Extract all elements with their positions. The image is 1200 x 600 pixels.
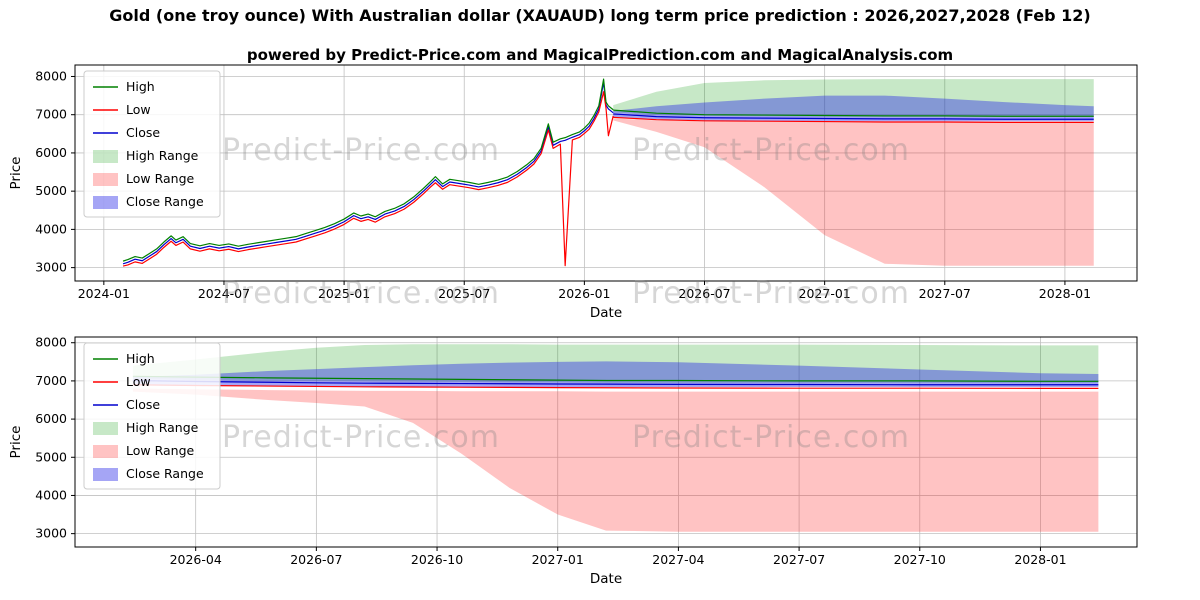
legend-label: Close Range [126,466,204,481]
figure-subtitle: powered by Predict-Price.com and Magical… [246,46,954,64]
legend-swatch-close_range [93,196,118,209]
forecast-high-line [613,109,1094,117]
top-chart: 2024-01 2024-07 2025-01 2025-07 2026-01 2026-… [8,64,1138,321]
legend-swatch-low_range [93,445,118,458]
y-tick-label: 3000 [35,526,67,541]
figure-title: Gold (one troy ounce) With Australian do… [109,6,1091,25]
close-line [122,81,614,265]
x-tick-label: 2027-10 [894,552,946,567]
legend-label: High Range [126,420,199,435]
y-axis-label: Price [8,426,24,459]
x-tick-label: 2027-07 [773,552,825,567]
legend-label: Close Range [126,194,204,209]
low_range-band [132,388,1099,532]
forecast-close-line [613,113,1094,120]
plot-frame [74,336,1138,548]
x-tick-label: 2026-07 [290,552,342,567]
y-tick-label: 5000 [35,183,67,198]
legend-label: Low Range [126,171,195,186]
legend-label: High [126,351,155,366]
forecast-low-line [132,384,1099,389]
y-tick-label: 3000 [35,260,67,275]
high-line [122,78,614,262]
y-tick-label: 4000 [35,487,67,502]
y-tick-label: 6000 [35,145,67,160]
x-tick-label: 2026-10 [411,552,463,567]
legend-label: Low [126,102,151,117]
high_range-band [613,79,1094,117]
y-tick-label: 6000 [35,411,67,426]
legend-label: Close [126,397,160,412]
bottom-chart: 2026-04 2026-07 2026-10 2027-01 2027-04 2027-… [8,335,1138,587]
legend-swatch-high_range [93,422,118,435]
y-tick-label: 8000 [35,68,67,83]
y-axis-label: Price [8,157,24,190]
x-tick-label: 2028-01 [1014,552,1066,567]
x-tick-label: 2026-04 [170,552,222,567]
x-tick-label: 2026-01 [558,286,610,301]
x-tick-label: 2027-04 [652,552,704,567]
plot-frame [74,64,1138,282]
legend-label: High [126,79,155,94]
x-axis-label: Date [590,571,622,587]
legend-swatch-low_range [93,173,118,186]
y-tick-label: 8000 [35,335,67,350]
legend-swatch-close_range [93,468,118,481]
y-tick-label: 5000 [35,449,67,464]
x-axis-label: Date [590,305,622,321]
x-tick-label: 2026-07 [678,286,730,301]
x-tick-label: 2024-01 [78,286,130,301]
forecast-high-line [132,375,1099,382]
legend-swatch-high_range [93,150,118,163]
low_range-band [613,118,1094,266]
forecast-low-line [613,116,1094,123]
x-tick-label: 2025-01 [318,286,370,301]
forecast-close-line [132,379,1099,386]
x-tick-label: 2027-07 [919,286,971,301]
legend-label: Low Range [126,443,195,458]
legend-label: Close [126,125,160,140]
y-tick-label: 7000 [35,107,67,122]
y-tick-label: 7000 [35,373,67,388]
legend-box [83,70,221,218]
low-line [122,91,614,267]
legend-box [83,342,221,490]
x-tick-label: 2027-01 [799,286,851,301]
x-tick-label: 2025-07 [438,286,490,301]
legend-label: High Range [126,148,199,163]
x-tick-label: 2024-07 [198,286,250,301]
high_range-band [132,344,1099,383]
legend-label: Low [126,374,151,389]
y-tick-label: 4000 [35,221,67,236]
x-tick-label: 2027-01 [532,552,584,567]
x-tick-label: 2028-01 [1039,286,1091,301]
